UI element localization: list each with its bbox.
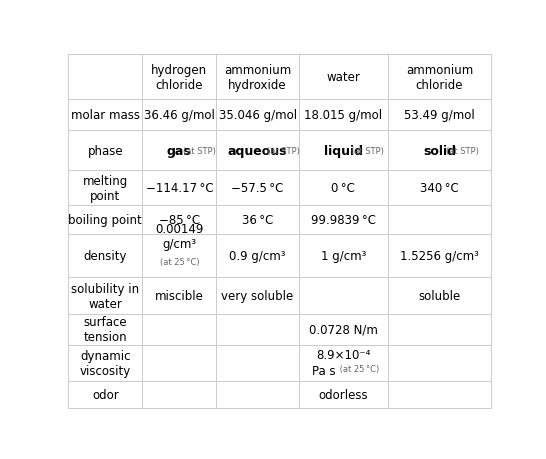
Bar (299, 100, 388, 131)
Text: water: water (327, 71, 360, 84)
Text: −57.5 °C: −57.5 °C (232, 182, 284, 195)
Text: 36.46 g/mol: 36.46 g/mol (144, 109, 215, 122)
Text: 1.5256 g/cm³: 1.5256 g/cm³ (400, 250, 479, 263)
Bar (143, 55, 216, 100)
Text: solid: solid (423, 144, 456, 157)
Text: dynamic
viscosity: dynamic viscosity (80, 349, 131, 377)
Bar (216, 55, 299, 100)
Text: 36 °C: 36 °C (242, 213, 274, 226)
Bar (388, 171, 491, 206)
Bar (143, 314, 216, 345)
Bar (143, 278, 216, 314)
Bar (216, 381, 299, 409)
Bar (68, 314, 143, 345)
Text: very soluble: very soluble (222, 290, 294, 302)
Bar (299, 278, 388, 314)
Bar (299, 171, 388, 206)
Bar (216, 100, 299, 131)
Bar (143, 100, 216, 131)
Bar (388, 381, 491, 409)
Text: aqueous: aqueous (228, 144, 287, 157)
Text: (at STP): (at STP) (183, 146, 216, 155)
Bar (388, 55, 491, 100)
Text: 1 g/cm³: 1 g/cm³ (321, 250, 366, 263)
Text: hydrogen
chloride: hydrogen chloride (151, 63, 207, 91)
Text: molar mass: molar mass (71, 109, 140, 122)
Bar (388, 100, 491, 131)
Bar (299, 235, 388, 278)
Text: (at STP): (at STP) (446, 146, 479, 155)
Text: surface
tension: surface tension (84, 316, 127, 344)
Text: gas: gas (167, 144, 192, 157)
Text: 35.046 g/mol: 35.046 g/mol (218, 109, 296, 122)
Text: melting
point: melting point (82, 174, 128, 202)
Text: 0.9 g/cm³: 0.9 g/cm³ (229, 250, 286, 263)
Bar (388, 314, 491, 345)
Text: 8.9×10⁻⁴: 8.9×10⁻⁴ (316, 348, 371, 361)
Text: soluble: soluble (418, 290, 461, 302)
Text: −85 °C: −85 °C (159, 213, 200, 226)
Text: phase: phase (87, 144, 123, 157)
Bar (68, 278, 143, 314)
Bar (299, 206, 388, 235)
Text: odor: odor (92, 389, 118, 402)
Bar (216, 314, 299, 345)
Text: 99.9839 °C: 99.9839 °C (311, 213, 376, 226)
Bar (216, 131, 299, 171)
Text: miscible: miscible (155, 290, 204, 302)
Bar (68, 235, 143, 278)
Text: 0.00149
g/cm³: 0.00149 g/cm³ (155, 223, 204, 251)
Bar (143, 171, 216, 206)
Bar (216, 171, 299, 206)
Bar (143, 206, 216, 235)
Bar (143, 345, 216, 381)
Text: (at 25 °C): (at 25 °C) (159, 257, 199, 267)
Bar (68, 100, 143, 131)
Text: (at STP): (at STP) (267, 146, 300, 155)
Bar (388, 206, 491, 235)
Bar (299, 314, 388, 345)
Bar (388, 345, 491, 381)
Text: ammonium
chloride: ammonium chloride (406, 63, 473, 91)
Bar (216, 235, 299, 278)
Bar (68, 381, 143, 409)
Text: solubility in
water: solubility in water (71, 282, 139, 310)
Bar (68, 345, 143, 381)
Bar (299, 345, 388, 381)
Bar (68, 171, 143, 206)
Text: 18.015 g/mol: 18.015 g/mol (304, 109, 382, 122)
Bar (68, 131, 143, 171)
Text: ammonium
hydroxide: ammonium hydroxide (224, 63, 291, 91)
Text: density: density (84, 250, 127, 263)
Text: −114.17 °C: −114.17 °C (146, 182, 213, 195)
Bar (143, 131, 216, 171)
Bar (143, 235, 216, 278)
Text: 53.49 g/mol: 53.49 g/mol (404, 109, 475, 122)
Text: 0 °C: 0 °C (331, 182, 355, 195)
Bar (299, 55, 388, 100)
Bar (216, 206, 299, 235)
Bar (388, 131, 491, 171)
Bar (299, 131, 388, 171)
Text: Pa s: Pa s (312, 365, 336, 378)
Text: boiling point: boiling point (68, 213, 142, 226)
Bar (216, 345, 299, 381)
Bar (68, 55, 143, 100)
Text: (at 25 °C): (at 25 °C) (336, 365, 379, 374)
Text: 0.0728 N/m: 0.0728 N/m (309, 323, 378, 336)
Bar (299, 381, 388, 409)
Text: (at STP): (at STP) (351, 146, 384, 155)
Bar (68, 206, 143, 235)
Bar (388, 235, 491, 278)
Bar (143, 381, 216, 409)
Bar (216, 278, 299, 314)
Text: 340 °C: 340 °C (420, 182, 459, 195)
Bar (388, 278, 491, 314)
Text: liquid: liquid (324, 144, 363, 157)
Text: odorless: odorless (318, 389, 368, 402)
